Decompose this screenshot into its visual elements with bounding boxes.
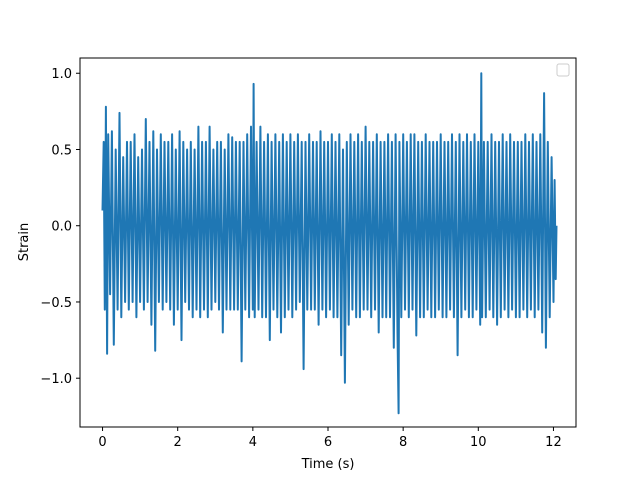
x-tick-label: 2 (174, 435, 182, 450)
x-tick-label: 0 (98, 435, 106, 450)
legend-box (556, 63, 570, 77)
strain-series-line (101, 72, 558, 415)
x-axis-label: Time (s) (301, 457, 355, 472)
plot-layer (101, 72, 558, 415)
x-tick-label: 8 (399, 435, 407, 450)
x-tick-label: 12 (545, 435, 562, 450)
y-tick-label: −1.0 (40, 372, 72, 387)
y-tick-label: −0.5 (40, 296, 72, 311)
x-tick-label: 6 (324, 435, 332, 450)
y-axis-ticks: −1.0 −0.5 0.0 0.5 1.0 (40, 67, 80, 387)
x-axis-ticks: 0 2 4 6 8 10 12 (98, 427, 562, 450)
y-tick-label: 1.0 (51, 67, 72, 82)
y-axis-label: Strain (17, 223, 32, 262)
y-tick-label: 0.5 (51, 143, 72, 158)
x-tick-label: 10 (470, 435, 487, 450)
x-tick-label: 4 (249, 435, 257, 450)
y-tick-label: 0.0 (51, 220, 72, 235)
